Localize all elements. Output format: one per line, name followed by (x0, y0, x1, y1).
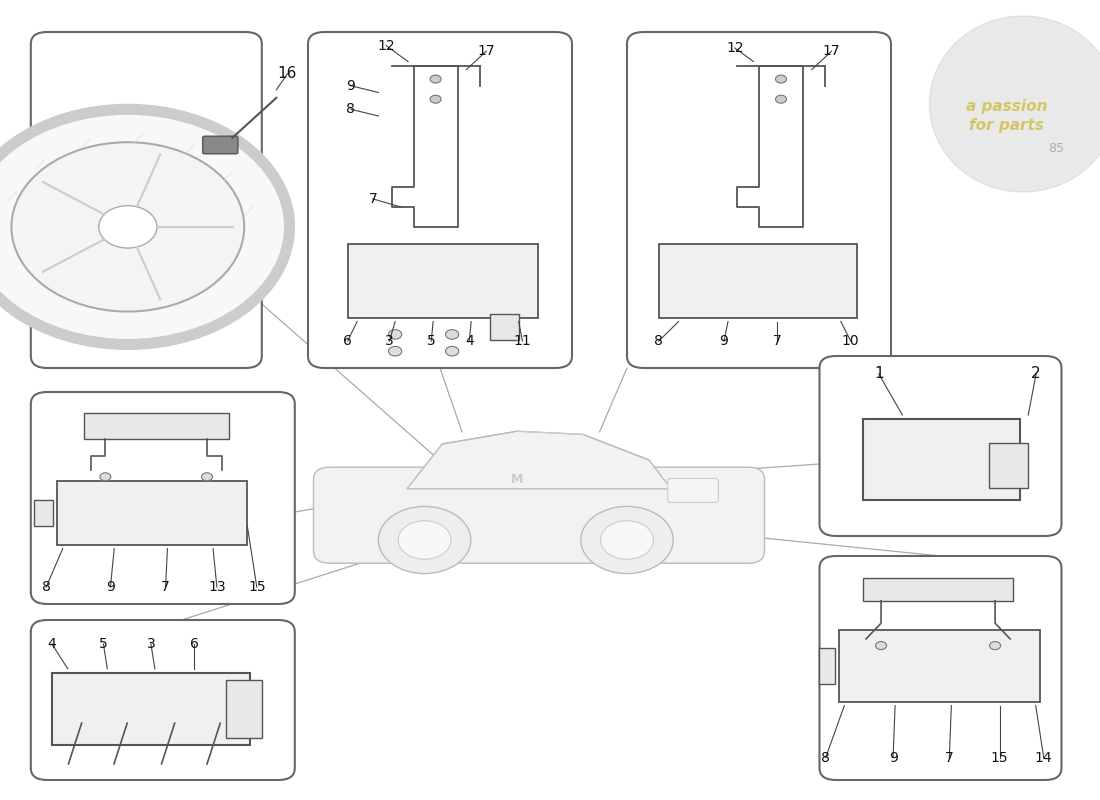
Text: 16: 16 (277, 66, 297, 82)
Text: a passion
for parts: a passion for parts (966, 98, 1047, 134)
Circle shape (430, 95, 441, 103)
Text: 15: 15 (991, 750, 1009, 765)
FancyBboxPatch shape (820, 356, 1062, 536)
Bar (659, 244, 857, 318)
Circle shape (388, 330, 401, 339)
Circle shape (100, 473, 111, 481)
Text: 85: 85 (1048, 142, 1064, 154)
Circle shape (601, 521, 653, 559)
Circle shape (581, 506, 673, 574)
Text: 3: 3 (146, 637, 155, 651)
Text: 9: 9 (346, 78, 355, 93)
FancyBboxPatch shape (308, 32, 572, 368)
FancyBboxPatch shape (314, 467, 764, 563)
Text: 15: 15 (248, 580, 265, 594)
Text: 4: 4 (465, 334, 474, 348)
Bar (52, 673, 250, 745)
Text: 17: 17 (823, 44, 840, 58)
Text: 1: 1 (874, 366, 883, 382)
FancyBboxPatch shape (202, 136, 238, 154)
Text: 5: 5 (427, 334, 436, 348)
Text: 14: 14 (1035, 750, 1053, 765)
Text: 11: 11 (514, 334, 531, 348)
FancyBboxPatch shape (31, 392, 295, 604)
Circle shape (430, 75, 441, 83)
Bar (818, 648, 835, 684)
Ellipse shape (930, 16, 1100, 192)
Text: 7: 7 (945, 750, 954, 765)
Text: 8: 8 (654, 334, 663, 348)
Bar (839, 630, 1040, 702)
FancyBboxPatch shape (627, 32, 891, 368)
Circle shape (378, 506, 471, 574)
Text: M: M (510, 473, 524, 486)
Bar (989, 443, 1028, 488)
Bar (491, 314, 519, 340)
Bar (864, 419, 1021, 500)
Text: 17: 17 (477, 44, 495, 58)
FancyBboxPatch shape (668, 478, 718, 502)
Circle shape (99, 206, 157, 248)
Circle shape (990, 642, 1001, 650)
Circle shape (0, 110, 289, 345)
Circle shape (398, 521, 451, 559)
Text: 8: 8 (346, 102, 355, 116)
Circle shape (388, 346, 401, 356)
Circle shape (876, 642, 887, 650)
Text: 6: 6 (190, 637, 199, 651)
Circle shape (776, 95, 786, 103)
Text: 4: 4 (47, 637, 56, 651)
Text: 8: 8 (42, 580, 51, 594)
Text: 9: 9 (889, 750, 898, 765)
Text: 6: 6 (343, 334, 352, 348)
Text: 8: 8 (822, 750, 830, 765)
Text: 12: 12 (377, 38, 395, 53)
Circle shape (11, 142, 244, 311)
Bar (348, 244, 538, 318)
Polygon shape (407, 431, 671, 489)
Circle shape (776, 75, 786, 83)
Circle shape (446, 330, 459, 339)
Text: 2: 2 (1032, 366, 1041, 382)
Circle shape (201, 473, 212, 481)
Text: 12: 12 (726, 41, 744, 55)
Text: 10: 10 (842, 334, 859, 348)
Text: a passion
for parts: a passion for parts (476, 488, 624, 552)
FancyBboxPatch shape (820, 556, 1062, 780)
Bar (864, 578, 1013, 601)
Bar (227, 680, 262, 738)
Text: 9: 9 (106, 580, 114, 594)
Text: 7: 7 (162, 580, 169, 594)
Bar (57, 481, 248, 545)
FancyBboxPatch shape (31, 620, 295, 780)
Text: 7: 7 (773, 334, 782, 348)
Text: 9: 9 (719, 334, 728, 348)
Bar (84, 413, 229, 438)
Circle shape (446, 346, 459, 356)
Text: 7: 7 (368, 192, 377, 206)
Text: 3: 3 (385, 334, 394, 348)
FancyBboxPatch shape (31, 32, 262, 368)
Bar (34, 500, 54, 526)
Text: 5: 5 (99, 637, 108, 651)
Text: 13: 13 (208, 580, 226, 594)
